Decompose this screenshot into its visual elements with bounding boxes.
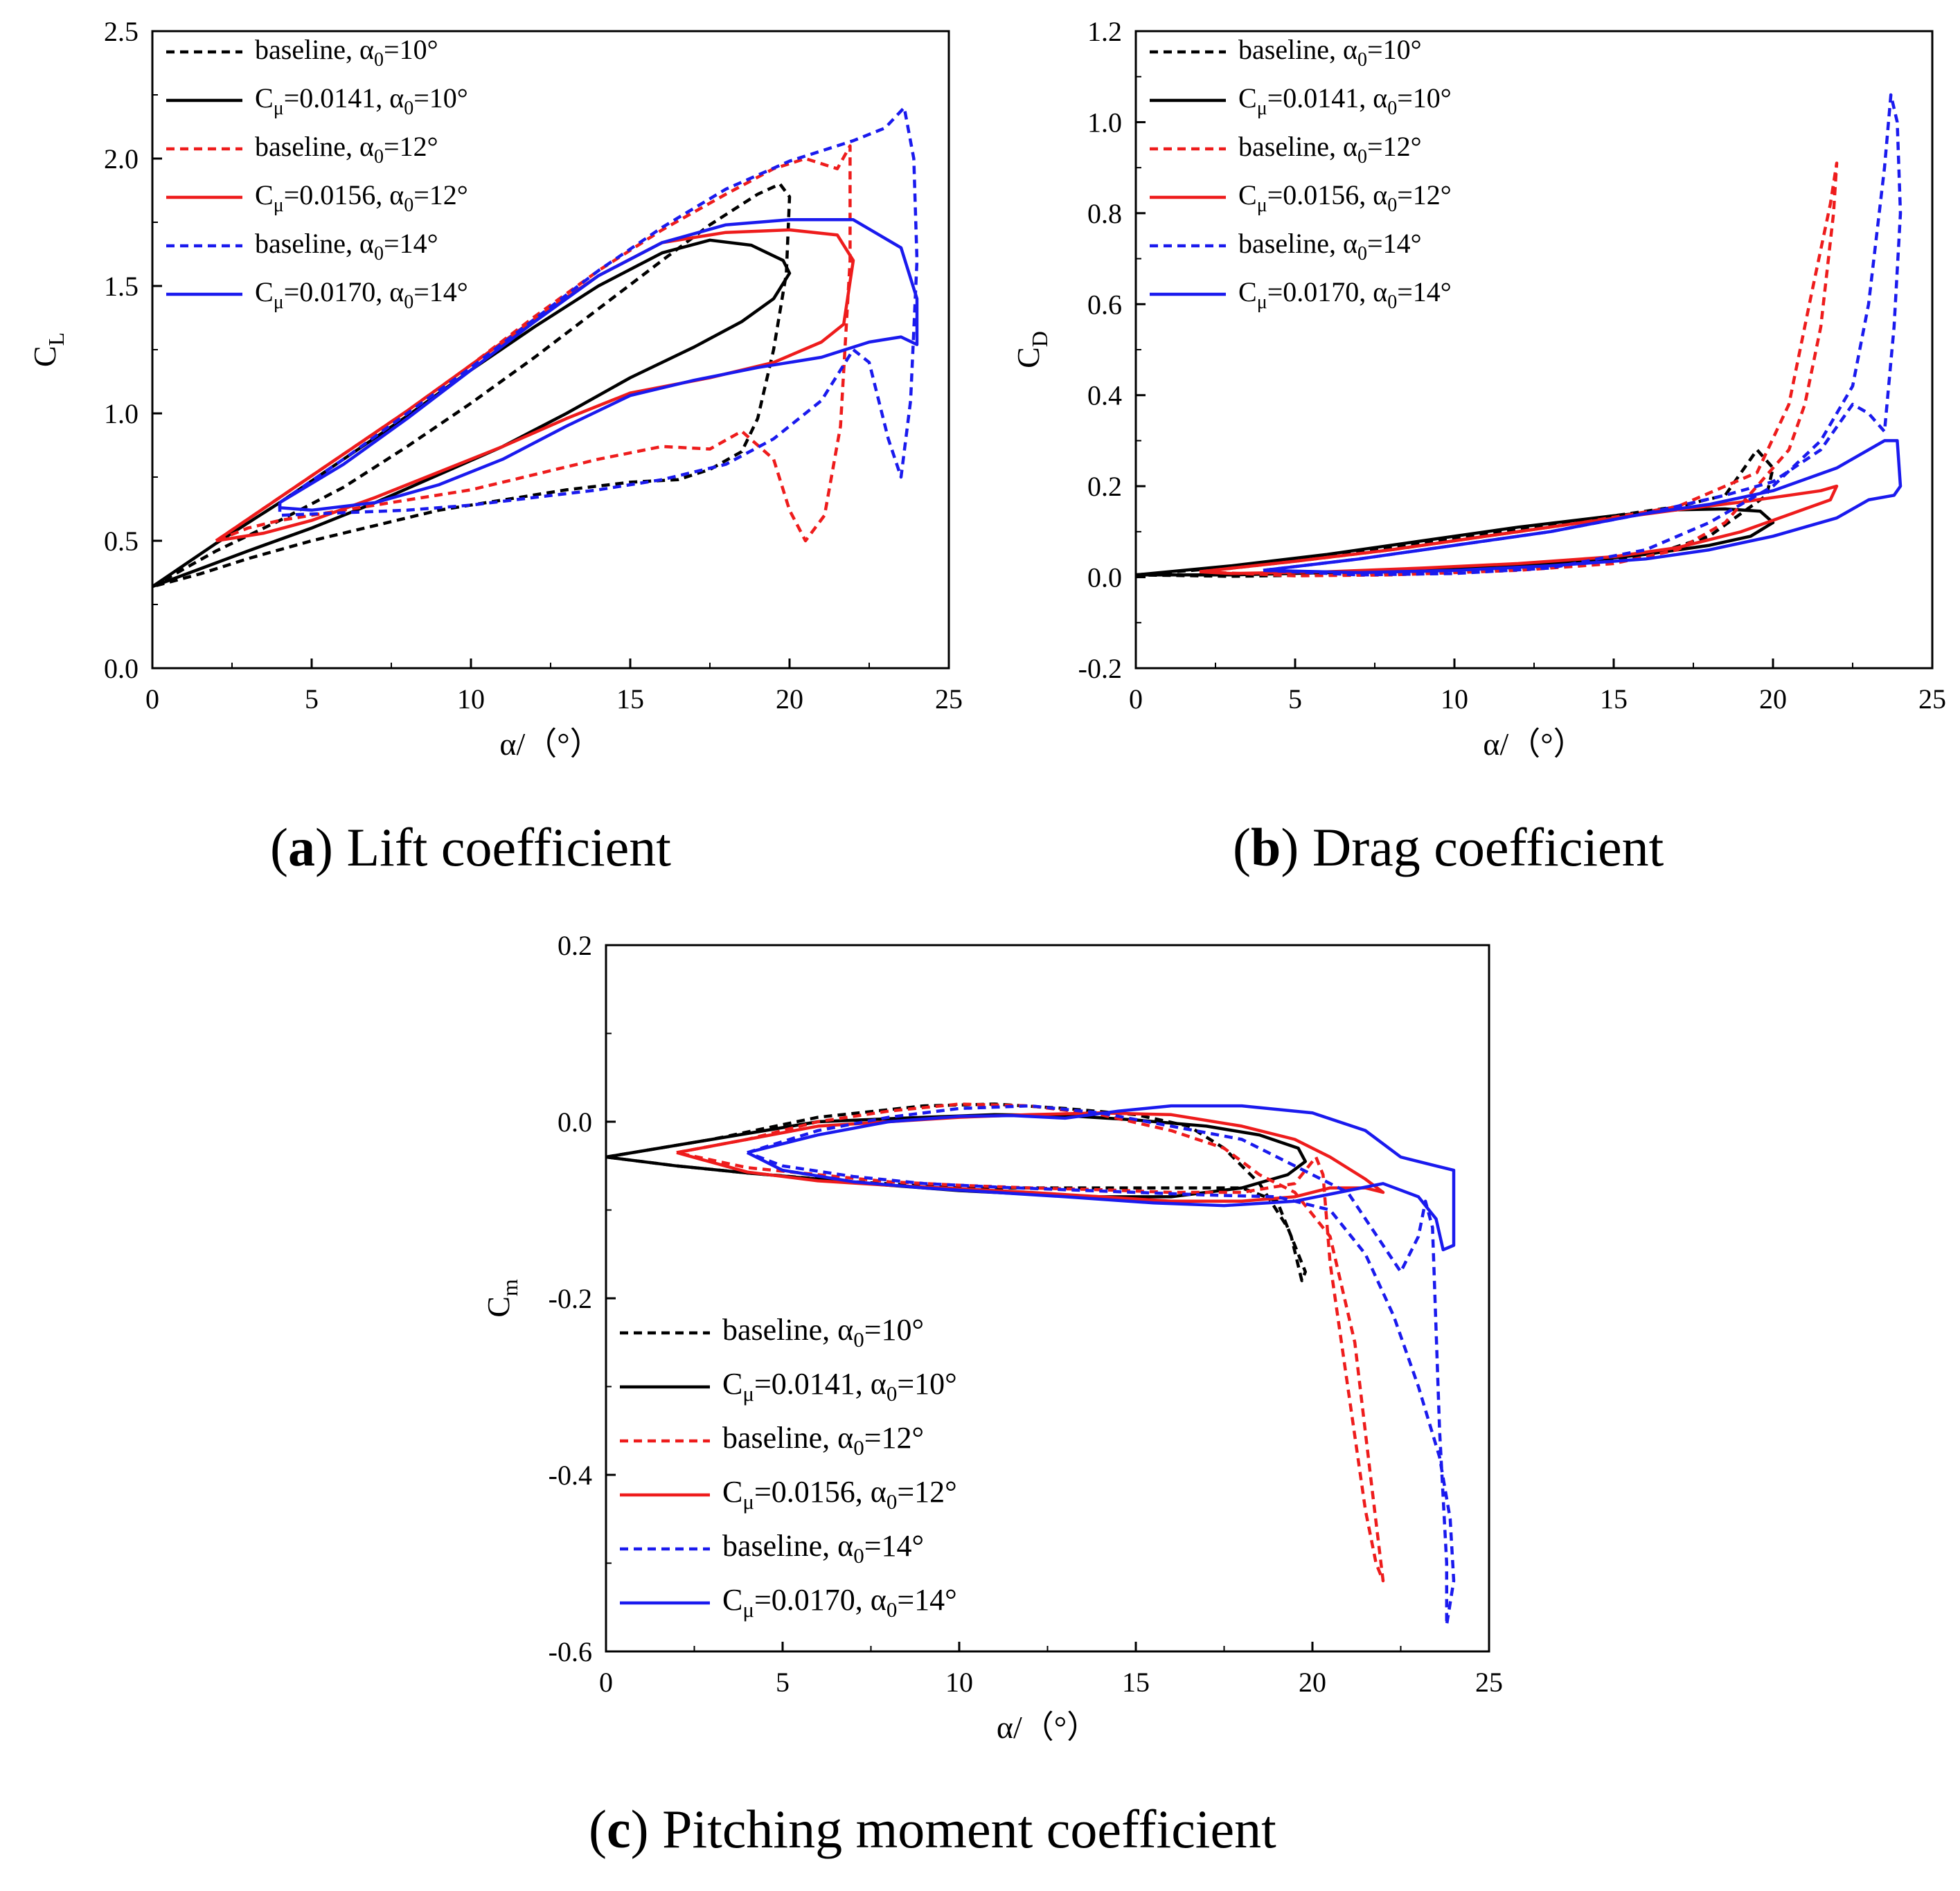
lift-legend-label: baseline, α0=10° — [255, 34, 438, 71]
moment-x-tick-label: 5 — [776, 1667, 790, 1698]
lift-y-tick-label: 2.5 — [104, 16, 139, 47]
moment-x-tick-label: 20 — [1299, 1667, 1326, 1698]
lift-x-tick-label: 0 — [145, 683, 159, 715]
drag-x-tick-label: 0 — [1129, 683, 1143, 715]
lift-y-tick-label: 2.0 — [104, 143, 139, 174]
lift-series-3 — [215, 228, 855, 543]
lift-legend-label: Cμ=0.0170, α0=14° — [255, 276, 468, 313]
drag-legend-label: baseline, α0=14° — [1238, 228, 1422, 265]
drag-series-5 — [1263, 439, 1903, 575]
moment-legend-label: Cμ=0.0170, α0=14° — [722, 1583, 957, 1622]
moment-series-4 — [747, 1104, 1456, 1627]
moment-legend-label: Cμ=0.0156, α0=12° — [722, 1475, 957, 1514]
caption-a: (a) Lift coefficient — [270, 817, 671, 877]
moment-x-tick-label: 25 — [1475, 1667, 1503, 1698]
moment-x-tick-label: 0 — [599, 1667, 613, 1698]
drag-y-tick-label: 0.6 — [1087, 289, 1122, 320]
moment-series-0 — [606, 1102, 1308, 1282]
lift-series-4 — [278, 106, 919, 517]
lift-y-tick-label: 0.0 — [104, 653, 139, 684]
lift-x-tick-label: 5 — [305, 683, 319, 715]
drag-x-axis-title: α/（°） — [1483, 726, 1585, 762]
caption-c: (c) Pitching moment coefficient — [589, 1799, 1276, 1859]
lift-series-0 — [152, 182, 792, 589]
drag-x-tick-label: 10 — [1441, 683, 1468, 715]
drag-legend-label: Cμ=0.0156, α0=12° — [1238, 179, 1452, 216]
moment-series-2 — [676, 1102, 1385, 1583]
drag-x-tick-label: 25 — [1918, 683, 1946, 715]
lift-x-tick-label: 20 — [776, 683, 803, 715]
lift-x-tick-label: 10 — [457, 683, 485, 715]
lift-legend-label: baseline, α0=12° — [255, 131, 438, 168]
drag-y-tick-label: 1.0 — [1087, 107, 1122, 138]
drag-x-tick-label: 20 — [1759, 683, 1787, 715]
drag-y-tick-label: 0.8 — [1087, 198, 1122, 229]
drag-legend-label: Cμ=0.0141, α0=10° — [1238, 82, 1452, 119]
lift-coefficient-panel: 0 5 10 15 20 25 0.0 0.5 1.0 1.5 2.0 2.5 α/（°） CL basel… — [27, 16, 963, 762]
moment-series-5 — [746, 1104, 1456, 1252]
drag-series-2 — [1199, 161, 1839, 577]
moment-legend-label: baseline, α0=14° — [722, 1529, 924, 1568]
drag-legend-label: baseline, α0=10° — [1238, 34, 1422, 71]
pitching-moment-panel: 0 5 10 15 20 25 -0.6 -0.4 -0.2 0.0 0.2 α/（°） Cm basel… — [481, 930, 1503, 1745]
drag-legend-label: Cμ=0.0170, α0=14° — [1238, 276, 1452, 313]
drag-legend-label: baseline, α0=12° — [1238, 131, 1422, 168]
moment-legend-label: Cμ=0.0141, α0=10° — [722, 1367, 957, 1406]
lift-legend-label: Cμ=0.0141, α0=10° — [255, 82, 468, 119]
drag-y-tick-label: 0.2 — [1087, 471, 1122, 502]
lift-series-5 — [278, 218, 919, 512]
moment-x-axis-title: α/（°） — [997, 1710, 1098, 1745]
drag-y-tick-label: 0.0 — [1087, 562, 1122, 593]
moment-x-tick-label: 15 — [1122, 1667, 1150, 1698]
moment-legend-label: baseline, α0=10° — [722, 1313, 924, 1352]
moment-y-tick-label: -0.6 — [549, 1636, 592, 1667]
drag-series-3 — [1199, 484, 1839, 575]
moment-y-tick-label: 0.0 — [558, 1106, 592, 1138]
drag-series-4 — [1263, 93, 1903, 577]
lift-x-tick-label: 15 — [616, 683, 644, 715]
drag-coefficient-panel: 0 5 10 15 20 25 -0.2 0.0 0.2 0.4 0.6 0.8 1.0 1.2 α/（°）… — [1010, 16, 1946, 762]
lift-x-axis-title: α/（°） — [499, 726, 601, 762]
lift-legend-label: Cμ=0.0156, α0=12° — [255, 179, 468, 216]
lift-y-tick-label: 1.5 — [104, 271, 139, 302]
drag-y-tick-label: -0.2 — [1078, 653, 1122, 684]
moment-y-tick-label: -0.2 — [549, 1283, 592, 1314]
moment-y-tick-label: 0.2 — [558, 930, 592, 961]
moment-x-tick-label: 10 — [945, 1667, 973, 1698]
moment-y-axis-title: Cm — [481, 1279, 522, 1318]
lift-legend-label: baseline, α0=14° — [255, 228, 438, 265]
lift-y-axis-title: CL — [27, 332, 69, 367]
lift-x-tick-label: 25 — [935, 683, 963, 715]
drag-y-tick-label: 1.2 — [1087, 16, 1122, 47]
lift-y-tick-label: 0.5 — [104, 526, 139, 557]
drag-x-tick-label: 5 — [1288, 683, 1302, 715]
moment-y-tick-label: -0.4 — [549, 1460, 592, 1491]
drag-y-tick-label: 0.4 — [1087, 380, 1122, 411]
lift-y-tick-label: 1.0 — [104, 398, 139, 429]
caption-b: (b) Drag coefficient — [1233, 817, 1664, 877]
lift-series-2 — [215, 144, 852, 543]
drag-x-tick-label: 15 — [1600, 683, 1628, 715]
moment-legend-label: baseline, α0=12° — [722, 1421, 924, 1460]
